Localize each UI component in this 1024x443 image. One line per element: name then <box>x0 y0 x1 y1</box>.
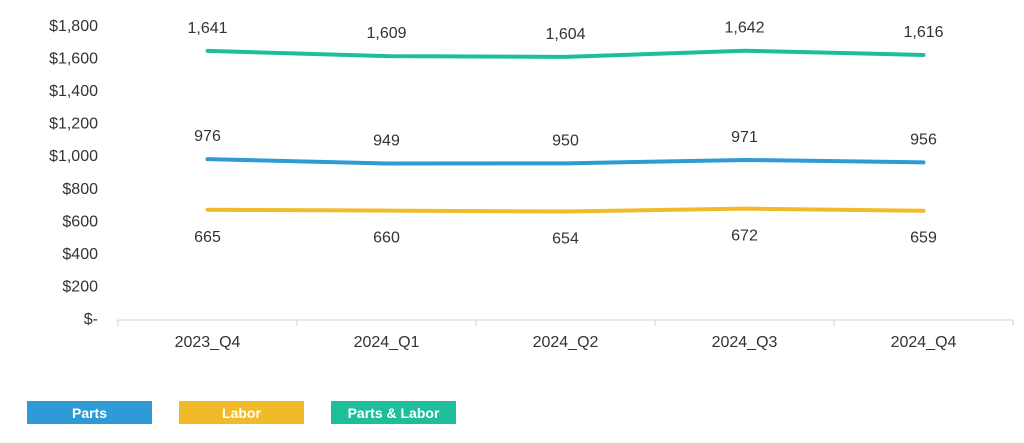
data-label: 976 <box>194 128 221 145</box>
data-label: 1,604 <box>545 26 585 43</box>
data-labels: 976 949 950 971 956 665 660 654 672 659 1,641 1,609… <box>187 20 943 248</box>
data-label: 949 <box>373 133 400 150</box>
series-line-parts <box>205 157 926 166</box>
series-line-parts-labor <box>205 48 926 59</box>
y-tick-label: $1,600 <box>49 51 98 68</box>
y-axis-ticks: $- $200 $400 $600 $800 $1,000 $1,200 $1,400 $1,6… <box>49 18 98 328</box>
data-label: 660 <box>373 230 400 247</box>
y-tick-label: $1,200 <box>49 116 98 133</box>
x-tick-label: 2024_Q2 <box>533 334 599 351</box>
data-label: 1,609 <box>366 25 406 42</box>
y-tick-label: $1,400 <box>49 83 98 100</box>
y-tick-label: $- <box>84 311 98 328</box>
y-tick-label: $600 <box>62 213 98 230</box>
x-tick-label: 2023_Q4 <box>175 334 241 351</box>
data-label: 1,641 <box>187 20 227 37</box>
data-label: 1,616 <box>903 24 943 41</box>
y-tick-label: $800 <box>62 181 98 198</box>
legend-item-parts-labor: Parts & Labor <box>331 401 456 424</box>
series-line-labor <box>205 206 926 214</box>
data-label: 1,642 <box>724 20 764 37</box>
data-label: 665 <box>194 229 221 246</box>
legend-item-parts: Parts <box>27 401 152 424</box>
x-axis: 2023_Q4 2024_Q1 2024_Q2 2024_Q3 2024_Q4 <box>117 319 1014 351</box>
data-label: 654 <box>552 231 579 248</box>
series-lines <box>205 48 926 214</box>
legend-item-labor: Labor <box>179 401 304 424</box>
y-tick-label: $400 <box>62 246 98 263</box>
x-tick-label: 2024_Q4 <box>891 334 957 351</box>
data-label: 672 <box>731 228 758 245</box>
y-tick-label: $1,800 <box>49 18 98 35</box>
data-label: 971 <box>731 129 758 146</box>
data-label: 950 <box>552 132 579 149</box>
y-tick-label: $1,000 <box>49 148 98 165</box>
y-tick-label: $200 <box>62 278 98 295</box>
data-label: 956 <box>910 131 937 148</box>
x-tick-label: 2024_Q3 <box>712 334 778 351</box>
data-label: 659 <box>910 230 937 247</box>
x-tick-label: 2024_Q1 <box>354 334 420 351</box>
